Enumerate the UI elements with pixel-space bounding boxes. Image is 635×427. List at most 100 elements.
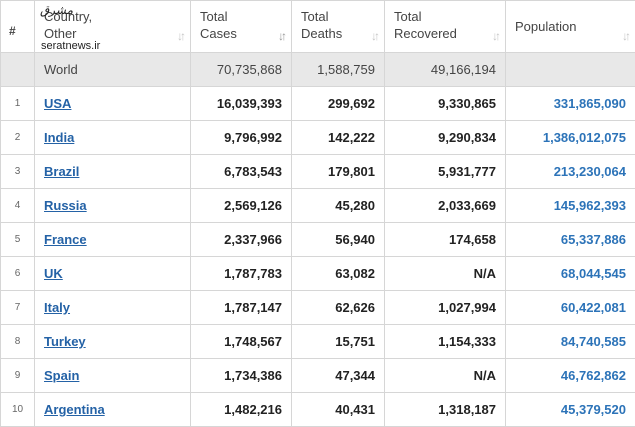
table-row[interactable]: 7 Italy 1,787,147 62,626 1,027,994 60,422,081 bbox=[0, 290, 635, 325]
total-cases-cell: 1,734,386 bbox=[190, 358, 292, 393]
country-link[interactable]: France bbox=[44, 232, 87, 247]
world-total-row: World 70,735,868 1,588,759 49,166,194 bbox=[0, 52, 635, 87]
header-recovered-line2: Recovered bbox=[394, 26, 457, 41]
country-cell: UK bbox=[34, 256, 191, 291]
world-rank-cell bbox=[0, 52, 35, 87]
watermark-logo: مشرق bbox=[40, 3, 74, 17]
header-total-cases[interactable]: Total Cases ↓↑ bbox=[190, 0, 292, 53]
country-link[interactable]: Brazil bbox=[44, 164, 80, 179]
total-deaths-cell: 47,344 bbox=[291, 358, 385, 393]
rank-cell: 4 bbox=[0, 188, 35, 223]
country-cell: Turkey bbox=[34, 324, 191, 359]
world-cases: 70,735,868 bbox=[190, 52, 292, 87]
header-country-line2: Other bbox=[44, 26, 77, 41]
total-recovered-cell: 9,330,865 bbox=[384, 86, 506, 121]
total-cases-cell: 16,039,393 bbox=[190, 86, 292, 121]
country-link[interactable]: Turkey bbox=[44, 334, 86, 349]
table-row[interactable]: 1 USA 16,039,393 299,692 9,330,865 331,865,09… bbox=[0, 86, 635, 121]
watermark-url: seratnews.ir bbox=[41, 40, 101, 52]
total-deaths-cell: 45,280 bbox=[291, 188, 385, 223]
population-cell: 45,379,520 bbox=[505, 392, 635, 427]
header-total-deaths[interactable]: Total Deaths ↓↑ bbox=[291, 0, 385, 53]
header-country-line1: Country, bbox=[44, 9, 93, 24]
total-cases-cell: 1,787,147 bbox=[190, 290, 292, 325]
total-deaths-cell: 63,082 bbox=[291, 256, 385, 291]
rank-cell: 1 bbox=[0, 86, 35, 121]
table-row[interactable]: 8 Turkey 1,748,567 15,751 1,154,333 84,740,58… bbox=[0, 324, 635, 359]
country-link[interactable]: India bbox=[44, 130, 75, 145]
table-row[interactable]: 6 UK 1,787,783 63,082 N/A 68,044,545 bbox=[0, 256, 635, 291]
table-row[interactable]: 2 India 9,796,992 142,222 9,290,834 1,386,012… bbox=[0, 120, 635, 155]
population-cell: 84,740,585 bbox=[505, 324, 635, 359]
population-cell: 46,762,862 bbox=[505, 358, 635, 393]
total-recovered-cell: N/A bbox=[384, 358, 506, 393]
population-cell: 331,865,090 bbox=[505, 86, 635, 121]
country-link[interactable]: UK bbox=[44, 266, 63, 281]
header-country[interactable]: مشرق Country, Other seratnews.ir ↓↑ bbox=[34, 0, 191, 53]
country-cell: Brazil bbox=[34, 154, 191, 189]
total-cases-cell: 6,783,543 bbox=[190, 154, 292, 189]
country-cell: Russia bbox=[34, 188, 191, 223]
country-cell: France bbox=[34, 222, 191, 257]
rank-cell: 7 bbox=[0, 290, 35, 325]
population-cell: 1,386,012,075 bbox=[505, 120, 635, 155]
total-recovered-cell: 1,027,994 bbox=[384, 290, 506, 325]
population-cell: 145,962,393 bbox=[505, 188, 635, 223]
sort-active-icon[interactable]: ↓↑ bbox=[278, 29, 287, 43]
total-recovered-cell: 1,154,333 bbox=[384, 324, 506, 359]
country-cell: Italy bbox=[34, 290, 191, 325]
header-row: # مشرق Country, Other seratnews.ir ↓↑ To… bbox=[0, 0, 635, 53]
total-deaths-cell: 142,222 bbox=[291, 120, 385, 155]
country-link[interactable]: Russia bbox=[44, 198, 87, 213]
sort-icon[interactable]: ↓↑ bbox=[492, 29, 501, 43]
total-recovered-cell: 1,318,187 bbox=[384, 392, 506, 427]
sort-icon[interactable]: ↓↑ bbox=[622, 29, 631, 43]
total-cases-cell: 1,748,567 bbox=[190, 324, 292, 359]
header-total-recovered[interactable]: Total Recovered ↓↑ bbox=[384, 0, 506, 53]
header-rank-label: # bbox=[9, 24, 16, 38]
country-link[interactable]: USA bbox=[44, 96, 72, 111]
country-link[interactable]: Italy bbox=[44, 300, 71, 315]
world-population bbox=[505, 52, 635, 87]
total-recovered-cell: 5,931,777 bbox=[384, 154, 506, 189]
total-deaths-cell: 40,431 bbox=[291, 392, 385, 427]
table-row[interactable]: 3 Brazil 6,783,543 179,801 5,931,777 213,230,… bbox=[0, 154, 635, 189]
rank-cell: 5 bbox=[0, 222, 35, 257]
population-cell: 60,422,081 bbox=[505, 290, 635, 325]
total-recovered-cell: 174,658 bbox=[384, 222, 506, 257]
header-population-label: Population bbox=[515, 19, 577, 34]
population-cell: 213,230,064 bbox=[505, 154, 635, 189]
country-cell: India bbox=[34, 120, 191, 155]
total-deaths-cell: 62,626 bbox=[291, 290, 385, 325]
total-deaths-cell: 15,751 bbox=[291, 324, 385, 359]
country-cell: Spain bbox=[34, 358, 191, 393]
header-population[interactable]: Population ↓↑ bbox=[505, 0, 635, 53]
rank-cell: 10 bbox=[0, 392, 35, 427]
header-deaths-line2: Deaths bbox=[301, 26, 343, 41]
population-cell: 68,044,545 bbox=[505, 256, 635, 291]
sort-icon[interactable]: ↓↑ bbox=[177, 29, 186, 43]
total-deaths-cell: 299,692 bbox=[291, 86, 385, 121]
rank-cell: 9 bbox=[0, 358, 35, 393]
rank-cell: 6 bbox=[0, 256, 35, 291]
table-row[interactable]: 9 Spain 1,734,386 47,344 N/A 46,762,862 bbox=[0, 358, 635, 393]
country-cell: USA bbox=[34, 86, 191, 121]
table-row[interactable]: 4 Russia 2,569,126 45,280 2,033,669 145,962,3… bbox=[0, 188, 635, 223]
total-cases-cell: 1,482,216 bbox=[190, 392, 292, 427]
header-recovered-line1: Total bbox=[394, 9, 422, 24]
table-row[interactable]: 5 France 2,337,966 56,940 174,658 65,337,886 bbox=[0, 222, 635, 257]
total-recovered-cell: 9,290,834 bbox=[384, 120, 506, 155]
table-row[interactable]: 10 Argentina 1,482,216 40,431 1,318,187 45,37… bbox=[0, 392, 635, 427]
world-deaths: 1,588,759 bbox=[291, 52, 385, 87]
header-deaths-line1: Total bbox=[301, 9, 329, 24]
total-deaths-cell: 179,801 bbox=[291, 154, 385, 189]
world-recovered: 49,166,194 bbox=[384, 52, 506, 87]
population-cell: 65,337,886 bbox=[505, 222, 635, 257]
header-rank[interactable]: # bbox=[0, 0, 35, 53]
total-recovered-cell: N/A bbox=[384, 256, 506, 291]
sort-icon[interactable]: ↓↑ bbox=[371, 29, 380, 43]
country-link[interactable]: Argentina bbox=[44, 402, 105, 417]
total-cases-cell: 9,796,992 bbox=[190, 120, 292, 155]
country-link[interactable]: Spain bbox=[44, 368, 80, 383]
